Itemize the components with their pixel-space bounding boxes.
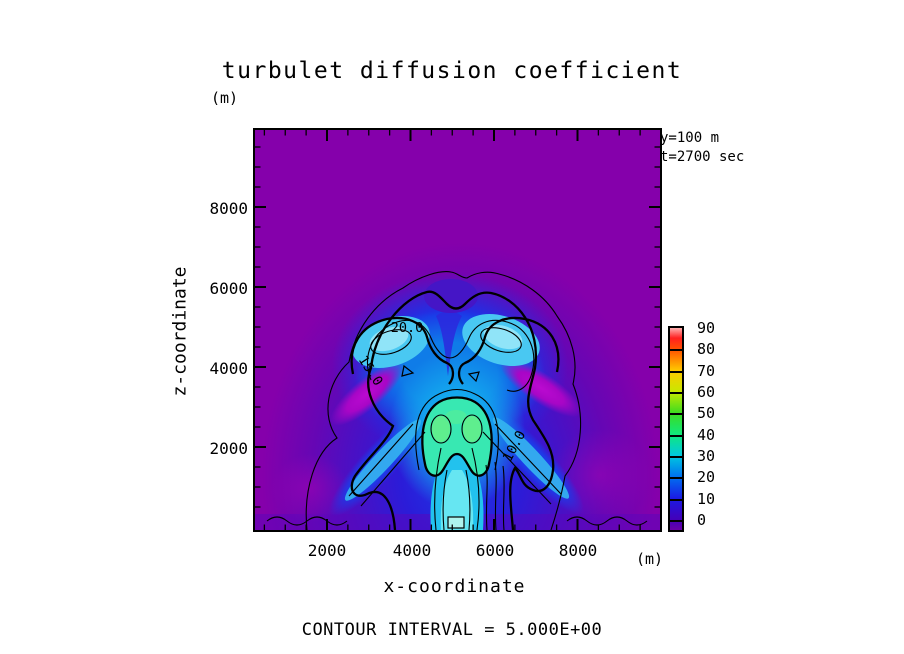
- z-tick-label-6000: 6000: [209, 279, 248, 298]
- slice-annotation: y=100 m t=2700 sec: [660, 129, 744, 167]
- x-tick-label-2000: 2000: [307, 541, 347, 560]
- colorbar-label-40: 40: [697, 426, 716, 444]
- filled-contour-field: [255, 130, 660, 654]
- z-tick-label-2000: 2000: [209, 439, 248, 458]
- colorbar-label-80: 80: [697, 340, 716, 358]
- z-axis-label: z-coordinate: [169, 266, 191, 397]
- colorbar-label-90: 90: [697, 319, 716, 337]
- contour-lines: [266, 271, 648, 531]
- x-tick-label-6000: 6000: [475, 541, 515, 560]
- x-axis-label: x-coordinate: [383, 576, 526, 597]
- plane-annotation: y=100 m: [660, 130, 720, 146]
- contour-plot-canvas: 20.0 15.0 10.0: [255, 130, 660, 654]
- colorbar-label-50: 50: [697, 404, 716, 422]
- contour-interval-label: CONTOUR INTERVAL = 5.000E+00: [301, 620, 603, 640]
- z-tick-label-4000: 4000: [209, 359, 248, 378]
- magenta-streak-right: [499, 358, 583, 418]
- x-tick-label-4000: 4000: [392, 541, 432, 560]
- axis-tick-marks: [255, 130, 660, 530]
- colorbar-label-0: 0: [697, 511, 707, 529]
- plot-frame: 20.0 15.0 10.0: [253, 128, 662, 654]
- colorbar-label-10: 10: [697, 490, 716, 508]
- magenta-streak-left: [330, 362, 404, 426]
- colorbar-label-60: 60: [697, 383, 716, 401]
- x-tick-label-8000: 8000: [558, 541, 598, 560]
- plot-title: turbulet diffusion coefficient: [221, 58, 683, 84]
- colorbar-label-20: 20: [697, 468, 716, 486]
- contour-label-20: 20.0: [391, 320, 424, 336]
- time-annotation: t=2700 sec: [660, 149, 745, 165]
- colorbar-label-70: 70: [697, 362, 716, 380]
- z-axis-unit-label: (m): [211, 89, 239, 107]
- x-axis-unit-label: (m): [636, 550, 664, 568]
- z-tick-label-8000: 8000: [209, 199, 248, 218]
- colorbar-label-30: 30: [697, 447, 716, 465]
- colorbar: [668, 326, 684, 532]
